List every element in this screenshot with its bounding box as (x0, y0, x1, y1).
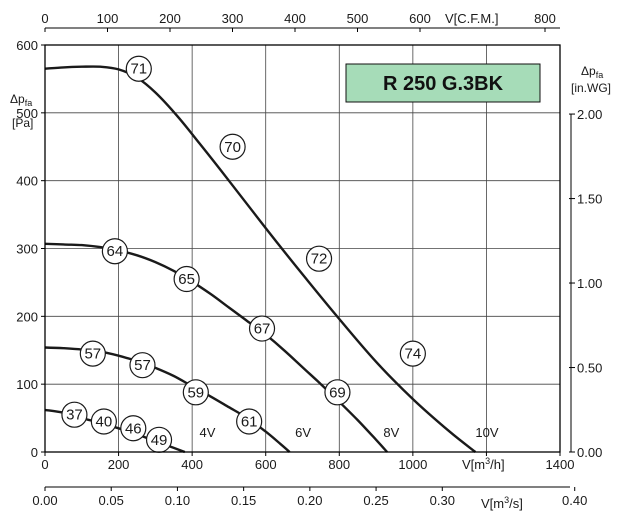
efficiency-marker-circle (120, 415, 147, 442)
x-tick-label: 400 (181, 457, 203, 472)
x-tick-label: 200 (108, 457, 130, 472)
efficiency-marker-circle (61, 401, 88, 428)
right-tick-label: 1.00 (577, 276, 602, 291)
svg-text:Δpfa: Δpfa (10, 92, 32, 108)
efficiency-marker-circle (90, 408, 117, 435)
y-tick-label: 200 (16, 309, 38, 324)
second-axis-tick-label: 0.30 (430, 493, 455, 508)
top-tick-label: 0 (41, 11, 48, 26)
efficiency-marker-circle (248, 315, 276, 342)
efficiency-marker-label: 69 (329, 384, 346, 401)
second-axis-tick-label: 0.40 (562, 493, 587, 508)
top-tick-label: 800 (534, 11, 556, 26)
efficiency-marker-circle (399, 340, 426, 367)
efficiency-marker-label: 71 (130, 61, 147, 78)
y-tick-label: 0 (31, 445, 38, 460)
efficiency-marker-label: 40 (96, 413, 113, 430)
x-tick-label: 1000 (398, 457, 427, 472)
x-tick-label: 1400 (546, 457, 575, 472)
curve-label-10v: 10V (475, 425, 498, 440)
efficiency-markers: 71 70 72 74 64 65 67 69 57 57 59 61 37 40 46 49 (61, 55, 426, 453)
efficiency-marker-circle (236, 408, 263, 435)
y-tick-label: 600 (16, 38, 38, 53)
right-axis-sub: fa (596, 70, 604, 80)
efficiency-marker-label: 65 (178, 271, 195, 288)
chart-title: R 250 G.3BK (383, 73, 504, 95)
efficiency-marker-label: 37 (66, 407, 83, 424)
efficiency-marker-label: 67 (254, 321, 271, 338)
second-axis-tick-label: 0.20 (297, 493, 322, 508)
efficiency-marker-label: 64 (107, 243, 124, 260)
efficiency-marker-circle (129, 352, 156, 379)
curve-label-8v: 8V (383, 425, 399, 440)
right-tick-label: 1.50 (577, 192, 602, 207)
efficiency-marker-label: 59 (187, 384, 204, 401)
second-bottom-axis-label: V[m3/s] (481, 495, 523, 511)
top-tick-label: 100 (97, 11, 119, 26)
top-tick-label: 400 (284, 11, 306, 26)
bottom-axis-label: V[m3/h] (462, 456, 505, 472)
left-axis-unit: [Pa] (12, 116, 33, 130)
efficiency-marker-circle (219, 133, 246, 160)
right-axis-unit: [in.WG] (571, 81, 611, 95)
y-tick-label: 300 (16, 242, 38, 257)
second-axis-tick-label: 0.05 (99, 493, 124, 508)
curve-label-6v: 6V (295, 425, 311, 440)
efficiency-marker-label: 57 (134, 357, 151, 374)
efficiency-marker-label: 74 (405, 346, 422, 363)
second-axis-tick-label: 0.00 (32, 493, 57, 508)
left-axis-delta: Δp (10, 92, 25, 106)
efficiency-marker-circle (173, 265, 200, 293)
second-axis-label-end: /s] (509, 496, 523, 511)
second-axis-label-main: V[m (481, 496, 504, 511)
svg-text:Δpfa: Δpfa (581, 64, 603, 80)
efficiency-marker-label: 72 (311, 251, 328, 268)
efficiency-marker-circle (125, 55, 152, 82)
x-tick-label: 0 (41, 457, 48, 472)
second-axis-label-sup: 3 (504, 495, 509, 505)
efficiency-marker-label: 57 (84, 346, 101, 363)
efficiency-marker-circle (324, 379, 351, 406)
x-tick-label: 800 (328, 457, 350, 472)
right-tick-label: 0.50 (577, 361, 602, 376)
x-tick-label: 600 (255, 457, 277, 472)
right-axis-label: Δpfa [in.WG] (571, 64, 611, 95)
grid-lines (45, 45, 560, 452)
curve-label-4v: 4V (200, 425, 216, 440)
efficiency-marker-circle (101, 238, 128, 265)
efficiency-marker-label: 70 (224, 139, 241, 156)
y-tick-label: 100 (16, 377, 38, 392)
top-axis-label: V[C.F.M.] (445, 11, 498, 26)
right-tick-label: 2.00 (577, 107, 602, 122)
bottom-axis-label-end: /h] (490, 457, 504, 472)
second-axis-tick-label: 0.15 (231, 493, 256, 508)
efficiency-marker-circle (182, 379, 209, 406)
second-axis-tick-label: 0.25 (363, 493, 388, 508)
left-axis-sub: fa (25, 98, 33, 108)
y-tick-label: 400 (16, 174, 38, 189)
efficiency-marker-label: 46 (125, 420, 142, 437)
right-tick-label: 0.00 (577, 445, 602, 460)
chart-title-box: R 250 G.3BK (345, 63, 541, 103)
left-axis-label: Δpfa [Pa] (10, 92, 33, 130)
y-tick-label: 500 (16, 106, 38, 121)
efficiency-marker-label: 61 (241, 413, 258, 430)
top-tick-label: 500 (347, 11, 369, 26)
efficiency-marker-label: 49 (151, 432, 168, 449)
top-tick-label: 600 (409, 11, 431, 26)
efficiency-marker-circle (79, 340, 106, 367)
curve-10v (44, 65, 477, 453)
bottom-axis-label-sup: 3 (485, 456, 490, 466)
top-tick-label: 200 (159, 11, 181, 26)
bottom-axis-label-main: V[m (462, 457, 485, 472)
right-axis-delta: Δp (581, 64, 596, 78)
efficiency-marker-circle (305, 245, 333, 272)
second-axis-tick-label: 0.10 (165, 493, 190, 508)
top-tick-label: 300 (222, 11, 244, 26)
